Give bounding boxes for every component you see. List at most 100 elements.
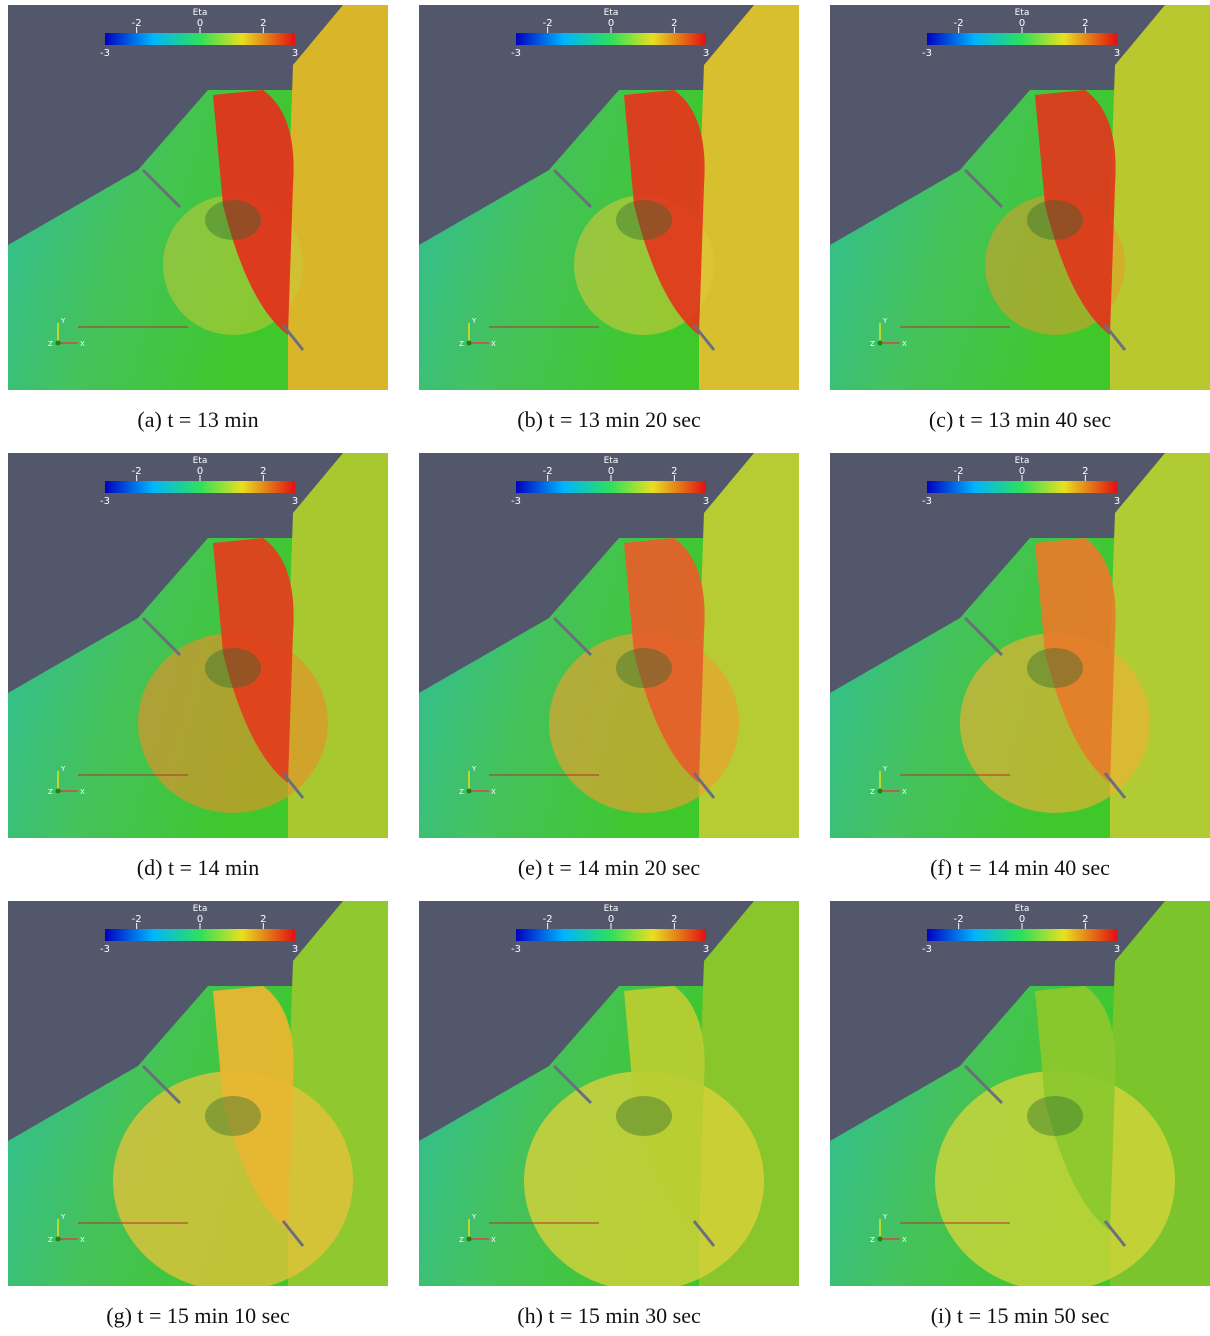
triad-z (55, 1236, 61, 1242)
colorbar-end-label: 3 (1114, 944, 1120, 955)
colorbar-end-label: -3 (922, 48, 932, 59)
simulation-panel: Eta -2 0 2 -3 3 Y Z X (8, 901, 388, 1286)
breakwater (1103, 772, 1127, 799)
breakwater (281, 772, 305, 799)
breakwater (141, 1064, 182, 1105)
colorbar-tick-label: 2 (260, 914, 266, 925)
shadow (616, 200, 672, 240)
harbour-basin (213, 538, 294, 783)
triad-label: Z (870, 1236, 875, 1244)
triad-label: Y (882, 765, 888, 773)
colorbar-tick-label: 2 (260, 18, 266, 29)
triad-z (466, 788, 472, 794)
colorbar-end-label: -3 (511, 944, 521, 955)
colorbar-tick-label: -2 (543, 914, 553, 925)
colorbar-tick-label: -2 (954, 18, 964, 29)
colorbar-tick-label: 0 (197, 914, 203, 925)
breakwater (692, 772, 716, 799)
triad-label: Z (48, 340, 53, 348)
colorbar (516, 481, 706, 493)
triad-label: Y (471, 317, 477, 325)
colorbar-tick-label: 0 (197, 466, 203, 477)
harbour-basin (624, 986, 705, 1231)
caption: (g) t = 15 min 10 sec (106, 1303, 290, 1328)
colorbar-end-label: 3 (292, 944, 298, 955)
triad-label: Z (459, 1236, 464, 1244)
shadow (205, 648, 261, 688)
simulation-panel: Eta -2 0 2 -3 3 Y Z X (8, 5, 388, 390)
caption: (f) t = 14 min 40 sec (930, 855, 1110, 880)
colorbar-tick-label: 0 (1019, 914, 1025, 925)
colorbar (516, 33, 706, 45)
colorbar-end-label: -3 (100, 496, 110, 507)
triad-label: Z (459, 340, 464, 348)
breakwater (552, 1064, 593, 1105)
harbour-basin (1035, 986, 1116, 1231)
triad-z (55, 788, 61, 794)
colorbar (105, 33, 295, 45)
colorbar-tick-label: -2 (954, 466, 964, 477)
triad-label: X (80, 788, 85, 796)
colorbar-title: Eta (193, 904, 208, 914)
shadow (205, 200, 261, 240)
colorbar-end-label: 3 (292, 48, 298, 59)
colorbar-tick-label: -2 (132, 914, 142, 925)
triad-z (877, 340, 883, 346)
breakwater (963, 1064, 1004, 1105)
colorbar (105, 929, 295, 941)
breakwater (963, 616, 1004, 657)
colorbar-end-label: 3 (703, 496, 709, 507)
colorbar (105, 481, 295, 493)
harbour-basin (213, 986, 294, 1231)
colorbar-tick-label: 0 (608, 466, 614, 477)
shadow (616, 1096, 672, 1136)
colorbar-end-label: -3 (100, 944, 110, 955)
colorbar-tick-label: 0 (197, 18, 203, 29)
colorbar-tick-label: -2 (543, 466, 553, 477)
triad-label: Y (882, 317, 888, 325)
breakwater (552, 616, 593, 657)
simulation-panel: Eta -2 0 2 -3 3 Y Z X (419, 901, 799, 1286)
colorbar (927, 929, 1117, 941)
colorbar-end-label: -3 (511, 48, 521, 59)
triad-z (466, 340, 472, 346)
harbour-basin (1035, 538, 1116, 783)
colorbar-end-label: -3 (511, 496, 521, 507)
colorbar-tick-label: 2 (260, 466, 266, 477)
colorbar-tick-label: 2 (1082, 914, 1088, 925)
colorbar-tick-label: 2 (671, 18, 677, 29)
colorbar-end-label: 3 (703, 48, 709, 59)
breakwater (281, 1220, 305, 1247)
colorbar (516, 929, 706, 941)
colorbar-tick-label: 2 (1082, 466, 1088, 477)
triad-z (877, 788, 883, 794)
caption: (d) t = 14 min (136, 855, 260, 880)
triad-label: Z (870, 788, 875, 796)
shadow (1027, 1096, 1083, 1136)
simulation-panel: Eta -2 0 2 -3 3 Y Z X (830, 5, 1210, 390)
colorbar-end-label: -3 (922, 496, 932, 507)
simulation-panel: Eta -2 0 2 -3 3 Y Z X (419, 5, 799, 390)
breakwater (692, 1220, 716, 1247)
triad-z (466, 1236, 472, 1242)
triad-label: X (902, 788, 907, 796)
colorbar-tick-label: -2 (543, 18, 553, 29)
colorbar-title: Eta (604, 904, 619, 914)
caption: (a) t = 13 min (137, 407, 259, 432)
triad-label: Y (471, 765, 477, 773)
colorbar-tick-label: 0 (608, 914, 614, 925)
simulation-panel: Eta -2 0 2 -3 3 Y Z X (419, 453, 799, 838)
caption: (i) t = 15 min 50 sec (930, 1303, 1110, 1328)
triad-label: X (902, 340, 907, 348)
simulation-panel: Eta -2 0 2 -3 3 Y Z X (8, 453, 388, 838)
triad-label: Z (48, 1236, 53, 1244)
breakwater (552, 168, 593, 209)
caption: (h) t = 15 min 30 sec (517, 1303, 701, 1328)
breakwater (281, 324, 305, 351)
triad-label: Y (60, 765, 66, 773)
shadow (616, 648, 672, 688)
triad-label: X (80, 340, 85, 348)
outer-basin (1110, 5, 1210, 390)
harbour-basin (624, 90, 705, 335)
